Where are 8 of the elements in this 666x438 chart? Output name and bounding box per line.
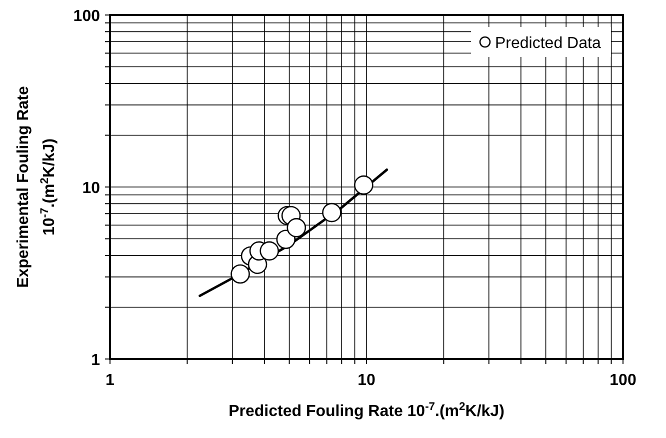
y-tick-label: 100 (73, 8, 100, 25)
x-axis-title: Predicted Fouling Rate 10$^{-7}$.(m$^{2}$K/kJ) (228, 401, 504, 420)
x-tick-label: 1 (106, 372, 115, 389)
x-tick-label: 100 (610, 372, 636, 389)
y-tick-label: 1 (91, 352, 100, 369)
y-tick-label: 10 (82, 180, 100, 197)
legend-label: Predicted Data (495, 35, 601, 52)
x-tick-label: 10 (358, 372, 376, 389)
